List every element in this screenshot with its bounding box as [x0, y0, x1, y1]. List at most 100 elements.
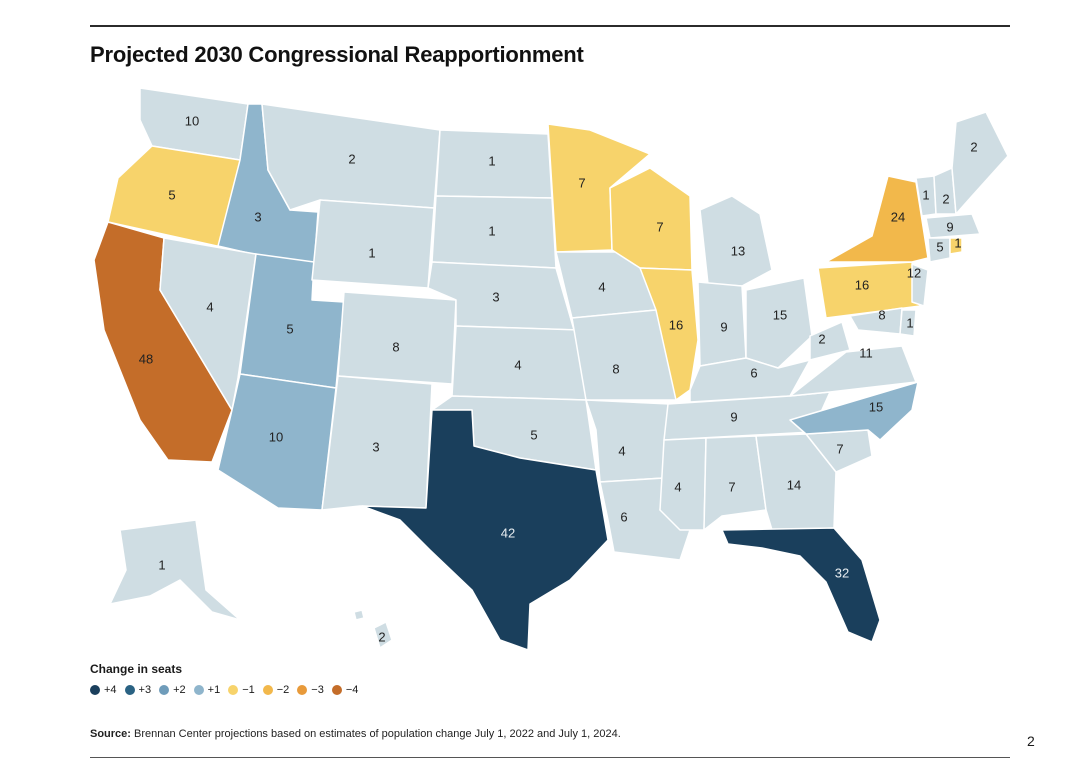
state-seat-label-maryland: 8 — [878, 307, 885, 322]
state-seat-label-connecticut: 5 — [936, 239, 943, 254]
legend-swatch — [331, 685, 342, 695]
state-seat-label-alabama: 7 — [728, 479, 735, 494]
bottom-rule — [90, 757, 1010, 758]
state-seat-label-north-dakota: 1 — [488, 153, 495, 168]
state-seat-label-iowa: 4 — [598, 279, 605, 294]
state-virginia — [789, 345, 917, 397]
state-seat-label-new-hampshire: 2 — [942, 191, 949, 206]
state-new-york — [825, 175, 929, 263]
legend-swatch — [262, 685, 273, 695]
state-massachusetts — [925, 213, 981, 239]
legend-swatch — [159, 685, 170, 695]
state-west-virginia — [809, 321, 851, 361]
state-arkansas — [585, 399, 671, 483]
legend-label: +2 — [173, 684, 186, 696]
state-seat-label-georgia: 14 — [787, 477, 801, 492]
legend-item: +3 — [124, 684, 151, 696]
legend-label: +1 — [207, 684, 221, 696]
legend-swatch — [228, 685, 239, 695]
legend-label: −1 — [242, 684, 255, 696]
state-seat-label-louisiana: 6 — [620, 509, 627, 524]
top-rule — [90, 25, 1010, 27]
state-seat-label-south-carolina: 7 — [836, 441, 843, 456]
legend-item: −2 — [262, 684, 290, 696]
state-seat-label-idaho: 3 — [254, 209, 261, 224]
state-seat-label-virginia: 11 — [859, 345, 873, 360]
state-seat-label-michigan: 13 — [731, 243, 745, 258]
state-seat-label-minnesota: 7 — [578, 175, 585, 190]
state-seat-label-oregon: 5 — [168, 187, 175, 202]
state-seat-label-vermont: 1 — [922, 187, 929, 202]
legend-swatch — [124, 685, 135, 695]
state-seat-label-nevada: 4 — [206, 299, 213, 314]
state-seat-label-north-carolina: 15 — [869, 399, 883, 414]
legend-item: +2 — [159, 684, 186, 696]
legend: +4 +3 +2 +1 −1 −2 −3 −4 — [90, 684, 358, 696]
state-seat-label-montana: 2 — [348, 151, 355, 166]
legend-label: +4 — [104, 684, 117, 696]
state-ohio — [745, 277, 813, 369]
source-label: Source: — [90, 728, 131, 740]
legend-swatch — [193, 685, 204, 695]
legend-title: Change in seats — [90, 662, 183, 676]
state-seat-label-hawaii: 2 — [378, 629, 385, 644]
state-wyoming — [311, 199, 435, 289]
page-number: 2 — [1027, 733, 1035, 749]
state-alabama — [703, 435, 767, 531]
state-seat-label-colorado: 8 — [392, 339, 399, 354]
state-hawaii — [353, 609, 393, 649]
state-seat-label-delaware: 1 — [906, 315, 913, 330]
legend-label: −2 — [276, 684, 290, 696]
legend-item: −3 — [297, 684, 324, 696]
state-seat-label-rhode-island: 1 — [954, 235, 961, 250]
state-seat-label-florida: 32 — [835, 565, 849, 580]
state-seat-label-new-mexico: 3 — [372, 439, 379, 454]
source-text: Brennan Center projections based on esti… — [130, 728, 621, 740]
legend-swatch — [90, 685, 100, 695]
state-pennsylvania — [817, 261, 921, 319]
state-seat-label-utah: 5 — [286, 321, 293, 336]
state-seat-label-kansas: 4 — [514, 357, 521, 372]
state-maine — [951, 111, 1009, 215]
state-connecticut — [927, 237, 951, 263]
legend-label: −4 — [345, 684, 359, 696]
legend-item: −1 — [228, 684, 255, 696]
state-seat-label-arizona: 10 — [269, 429, 283, 444]
state-seat-label-arkansas: 4 — [618, 443, 625, 458]
legend-item: +4 — [90, 684, 117, 696]
state-texas — [361, 409, 609, 651]
state-seat-label-mississippi: 4 — [674, 479, 681, 494]
state-rhode-island — [949, 237, 963, 255]
state-seat-label-massachusetts: 9 — [946, 219, 953, 234]
state-seat-label-nebraska: 3 — [492, 289, 499, 304]
state-colorado — [337, 291, 457, 385]
state-seat-label-new-jersey: 12 — [907, 265, 921, 280]
state-seat-label-missouri: 8 — [612, 361, 619, 376]
state-seat-label-west-virginia: 2 — [818, 331, 825, 346]
state-wisconsin — [609, 167, 693, 271]
state-seat-label-washington: 10 — [185, 113, 199, 128]
state-oregon — [107, 145, 241, 249]
map-title: Projected 2030 Congressional Reapportion… — [90, 42, 584, 67]
legend-item: −4 — [331, 684, 359, 696]
state-seat-label-illinois: 16 — [669, 317, 683, 332]
state-seat-label-pennsylvania: 16 — [855, 277, 869, 292]
state-seat-label-kentucky: 6 — [750, 365, 757, 380]
source-note: Source: Brennan Center projections based… — [90, 728, 621, 740]
state-seat-label-south-dakota: 1 — [488, 223, 495, 238]
state-seat-label-maine: 2 — [970, 139, 977, 154]
state-seat-label-ohio: 15 — [773, 307, 787, 322]
state-north-carolina — [789, 381, 919, 441]
state-mississippi — [659, 437, 707, 531]
state-new-jersey — [911, 263, 929, 307]
state-seat-label-indiana: 9 — [720, 319, 727, 334]
state-michigan — [699, 195, 773, 287]
state-seat-label-wyoming: 1 — [368, 245, 375, 260]
state-seat-label-wisconsin: 7 — [656, 219, 663, 234]
state-seat-label-oklahoma: 5 — [530, 427, 537, 442]
state-seat-label-tennessee: 9 — [730, 409, 737, 424]
state-seat-label-california: 48 — [139, 351, 153, 366]
legend-swatch — [297, 685, 308, 695]
state-delaware — [899, 309, 917, 337]
